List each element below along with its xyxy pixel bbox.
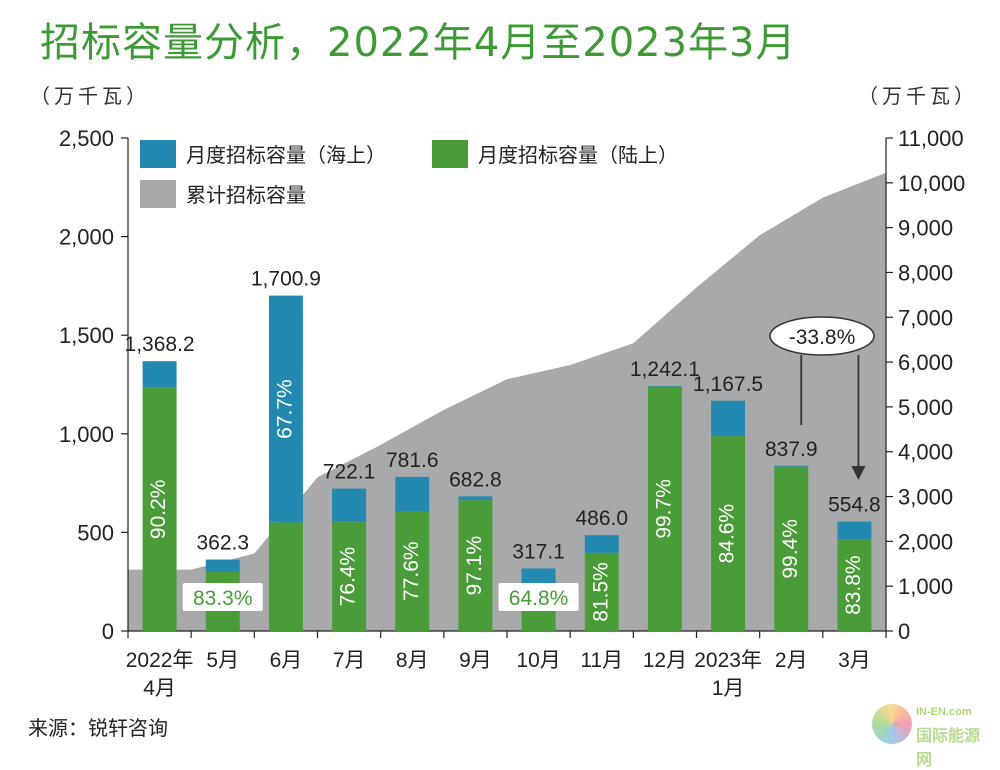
bar-offshore [584, 535, 619, 553]
bar-total-label: 1,700.9 [251, 268, 321, 291]
bar-offshore [268, 295, 303, 523]
left-tick-label: 1,500 [59, 323, 114, 348]
bar-offshore [332, 488, 367, 523]
right-tick-label: 1,000 [898, 574, 953, 599]
x-tick-label: 8月 [396, 649, 429, 672]
right-tick-label: 11,000 [898, 126, 964, 151]
bar-share-label: 99.7% [652, 479, 675, 539]
bar-total-label: 1,368.2 [125, 333, 195, 356]
share-label-box [182, 583, 263, 611]
bar-onshore [837, 539, 872, 631]
right-tick-label: 0 [898, 619, 910, 644]
bar-offshore [837, 521, 872, 540]
bar-onshore [647, 386, 682, 631]
right-tick-label: 2,000 [898, 529, 953, 554]
bar-share-label: 84.6% [716, 504, 739, 564]
left-axis-unit: （万千瓦） [30, 84, 150, 108]
bar-onshore [711, 436, 746, 631]
bar-offshore [142, 361, 177, 388]
bar-onshore [332, 522, 367, 631]
right-axis-unit: （万千瓦） [858, 84, 978, 108]
bar-offshore [205, 559, 240, 572]
x-tick-label: 6月 [270, 649, 303, 672]
x-tick-label: 2月 [775, 649, 808, 672]
chart-area: 0 500 1,000 1,500 2,000 2,500 0 1,000 2,000 3,000… [59, 126, 965, 700]
right-tick-label: 4,000 [898, 440, 953, 465]
bar-onshore [268, 522, 303, 631]
bar-share-label: 83.3% [193, 587, 253, 610]
right-tick-label: 10,000 [898, 171, 965, 196]
x-tick-label: 10月 [516, 649, 560, 672]
bar-share-label: 83.8% [842, 555, 865, 615]
bar-share-label: 99.4% [779, 519, 802, 579]
bar-onshore [142, 387, 177, 631]
bar-total-label: 781.6 [386, 449, 439, 472]
bar-onshore [774, 466, 809, 631]
right-tick-label: 9,000 [898, 216, 953, 241]
bar-offshore [774, 465, 809, 467]
watermark-icon [872, 704, 912, 744]
legend-swatch [432, 140, 468, 168]
bar-share-label: 90.2% [147, 480, 170, 540]
bar-offshore [395, 476, 430, 512]
bar-total-label: 1,242.1 [630, 358, 700, 381]
bar-onshore [458, 500, 493, 631]
legend-swatch [140, 180, 176, 208]
bar-share-label: 76.4% [337, 547, 360, 607]
right-tick-label: 6,000 [898, 350, 953, 375]
left-tick-label: 0 [102, 619, 114, 644]
bar-total-label: 362.3 [196, 532, 249, 555]
bar-total-label: 554.8 [828, 494, 881, 517]
chart-title: 招标容量分析，2022年4月至2023年3月 [40, 20, 797, 66]
legend-label: 累计招标容量 [186, 184, 306, 207]
bar-share-label: 67.7% [273, 379, 296, 439]
watermark-logo: IN-EN.com 国际能源网 [872, 700, 992, 769]
right-tick-label: 3,000 [898, 485, 953, 510]
bar-share-label: 81.5% [589, 562, 612, 622]
bar-offshore [647, 386, 682, 387]
bar-share-label: 64.8% [509, 587, 569, 610]
right-tick-label: 8,000 [898, 260, 953, 285]
legend-label: 月度招标容量（海上） [186, 144, 386, 167]
bar-onshore [584, 552, 619, 631]
left-tick-label: 2,500 [59, 126, 114, 151]
x-tick-label: 7月 [333, 649, 366, 672]
bar-offshore [458, 496, 493, 501]
bar-total-label: 317.1 [512, 540, 565, 563]
bar-offshore [711, 400, 746, 437]
legend-label: 月度招标容量（陆上） [478, 144, 678, 167]
x-tick-label: 9月 [459, 649, 492, 672]
annotation-bubble [769, 316, 875, 356]
bar-total-label: 1,167.5 [693, 373, 763, 396]
x-tick-label: 2022年 [126, 649, 194, 672]
cumulative-area [128, 172, 886, 631]
right-tick-label: 7,000 [898, 305, 953, 330]
bar-total-label: 722.1 [323, 461, 376, 484]
x-tick-label: 5月 [206, 649, 239, 672]
source-note: 来源：锐轩咨询 [28, 716, 168, 740]
x-tick-label: 4月 [143, 677, 176, 700]
bar-total-label: 486.0 [575, 507, 628, 530]
bar-total-label: 682.8 [449, 468, 502, 491]
bar-share-label: 97.1% [463, 536, 486, 596]
x-tick-label: 2023年 [694, 649, 762, 672]
annotation-label: -33.8% [789, 326, 856, 349]
share-label-box [498, 583, 579, 611]
bar-onshore [395, 511, 430, 631]
annotation-arrow-head [851, 466, 866, 480]
x-tick-label: 12月 [643, 649, 687, 672]
watermark-line2: 国际能源网 [916, 726, 981, 769]
left-tick-label: 2,000 [59, 225, 114, 250]
bar-total-label: 837.9 [765, 438, 818, 461]
bar-share-label: 77.6% [400, 541, 423, 601]
x-tick-label: 3月 [838, 649, 871, 672]
watermark-line1: IN-EN.com [916, 706, 972, 718]
x-tick-label: 11月 [580, 649, 623, 672]
left-tick-label: 500 [77, 520, 114, 545]
legend-swatch [140, 140, 176, 168]
left-tick-label: 1,000 [59, 422, 114, 447]
x-tick-label: 1月 [712, 677, 745, 700]
right-tick-label: 5,000 [898, 395, 953, 420]
